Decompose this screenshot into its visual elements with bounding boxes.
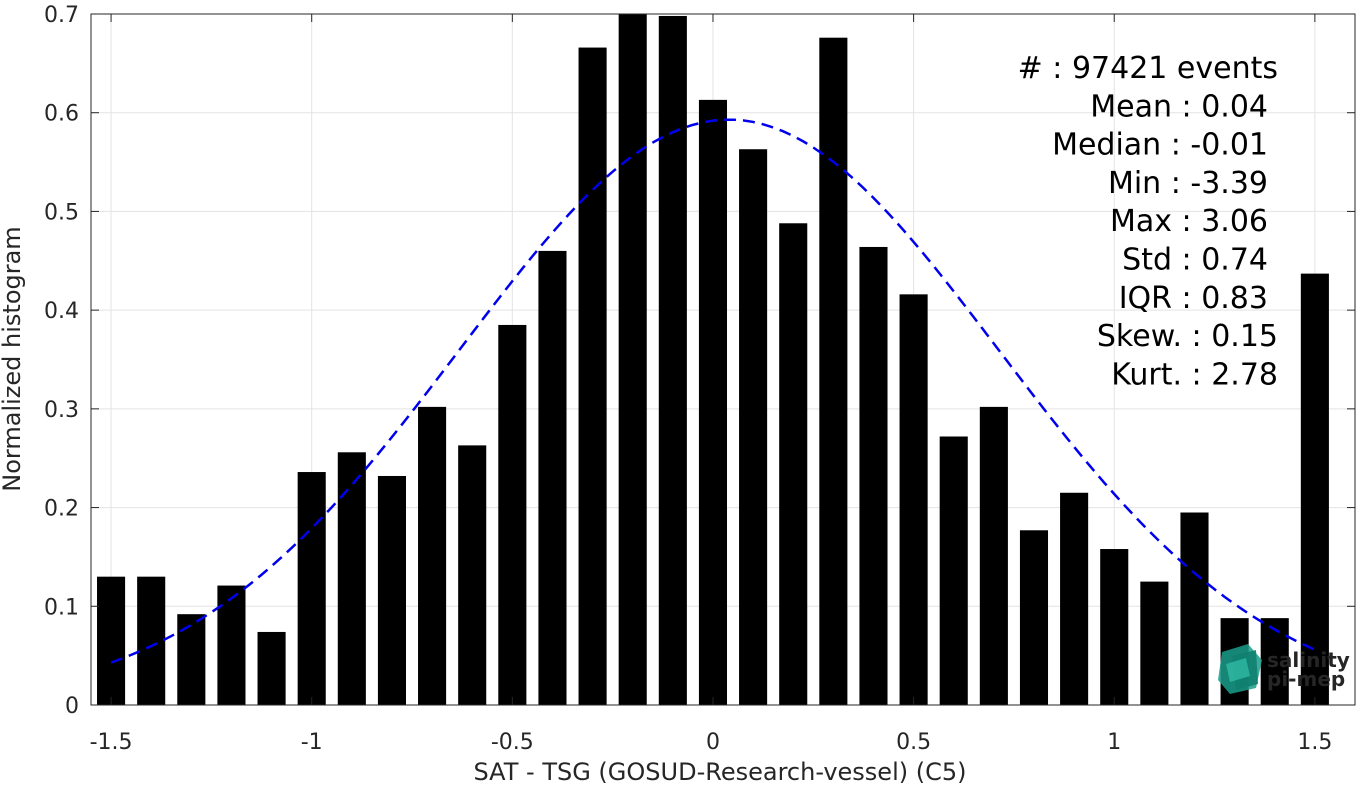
plot-frame	[90, 13, 1356, 706]
histogram-bar	[1060, 492, 1089, 705]
y-tick-label: 0.5	[44, 200, 79, 225]
stat-line: # : 97421 events	[1018, 51, 1278, 86]
histogram-bar	[618, 14, 647, 705]
axis-ticks: -1.5 -1 -0.5 0 0.5 1 1.5 0 0.1 0.2 0.3 0.4 0.5 0.6 0.7	[44, 3, 1355, 755]
histogram-bar	[418, 406, 447, 705]
stat-line: Skew. : 0.15	[1097, 319, 1278, 354]
stat-line: Min : -3.39	[1108, 166, 1268, 201]
stat-line: Kurt. : 2.78	[1111, 357, 1278, 392]
histogram-bar	[377, 475, 406, 705]
histogram-bar	[337, 452, 366, 705]
histogram-bar	[538, 250, 567, 705]
histogram-bar	[698, 99, 728, 706]
logo-mark-icon	[1218, 644, 1262, 694]
fit-curve-line	[110, 118, 1316, 664]
x-tick-label: -0.5	[491, 730, 534, 755]
histogram-bar	[1019, 530, 1049, 705]
x-tick-label: 1.5	[1297, 730, 1332, 755]
histogram-bar	[498, 324, 527, 705]
stat-line: Median : -0.01	[1052, 128, 1268, 163]
y-axis-label: Normalized histogram	[0, 226, 26, 491]
histogram-bar	[658, 15, 687, 705]
stat-line: Std : 0.74	[1122, 243, 1268, 278]
logo-line1: salinity	[1267, 648, 1350, 672]
histogram-bar	[217, 585, 246, 705]
y-tick-label: 0.3	[44, 398, 79, 423]
fit-curve-group	[110, 118, 1316, 664]
x-tick-label: 1	[1107, 730, 1121, 755]
y-tick-label: 0.6	[44, 102, 79, 127]
histogram-bar	[1260, 618, 1289, 705]
x-axis-label: SAT - TSG (GOSUD-Research-vessel) (C5)	[474, 758, 967, 785]
histogram-bar	[177, 614, 206, 705]
y-tick-label: 0.4	[44, 299, 79, 324]
y-tick-label: 0.2	[44, 497, 79, 522]
histogram-bar	[779, 223, 808, 705]
x-tick-label: 0.5	[896, 730, 931, 755]
histogram-bar	[137, 576, 166, 705]
stat-line: Mean : 0.04	[1090, 89, 1268, 124]
histogram-bar	[458, 445, 487, 705]
histogram-bar	[899, 294, 928, 705]
histogram-bar	[1300, 273, 1329, 705]
stat-line: IQR : 0.83	[1119, 281, 1268, 316]
histogram-bar	[1100, 549, 1129, 705]
histogram-bar	[739, 149, 768, 705]
x-tick-label: -1.5	[90, 730, 133, 755]
logo-line2: pi-mep	[1267, 667, 1345, 691]
histogram-bars	[97, 14, 1329, 706]
histogram-bar	[297, 472, 326, 705]
y-tick-label: 0.1	[44, 595, 79, 620]
histogram-bar	[97, 576, 126, 705]
histogram-bar	[859, 246, 888, 706]
histogram-bar	[979, 406, 1008, 705]
histogram-bar	[1140, 581, 1169, 705]
histogram-bar	[939, 436, 968, 705]
stat-line: Max : 3.06	[1110, 204, 1268, 239]
histogram-bar	[819, 37, 848, 706]
x-tick-label: 0	[706, 730, 720, 755]
salinity-pi-mep-logo: salinity pi-mep	[1218, 644, 1350, 694]
y-tick-label: 0.7	[44, 3, 79, 28]
histogram-bar	[257, 631, 286, 705]
histogram-bar	[578, 47, 607, 705]
histogram-bar	[1180, 512, 1209, 705]
y-tick-label: 0	[65, 694, 79, 719]
x-tick-label: -1	[301, 730, 323, 755]
